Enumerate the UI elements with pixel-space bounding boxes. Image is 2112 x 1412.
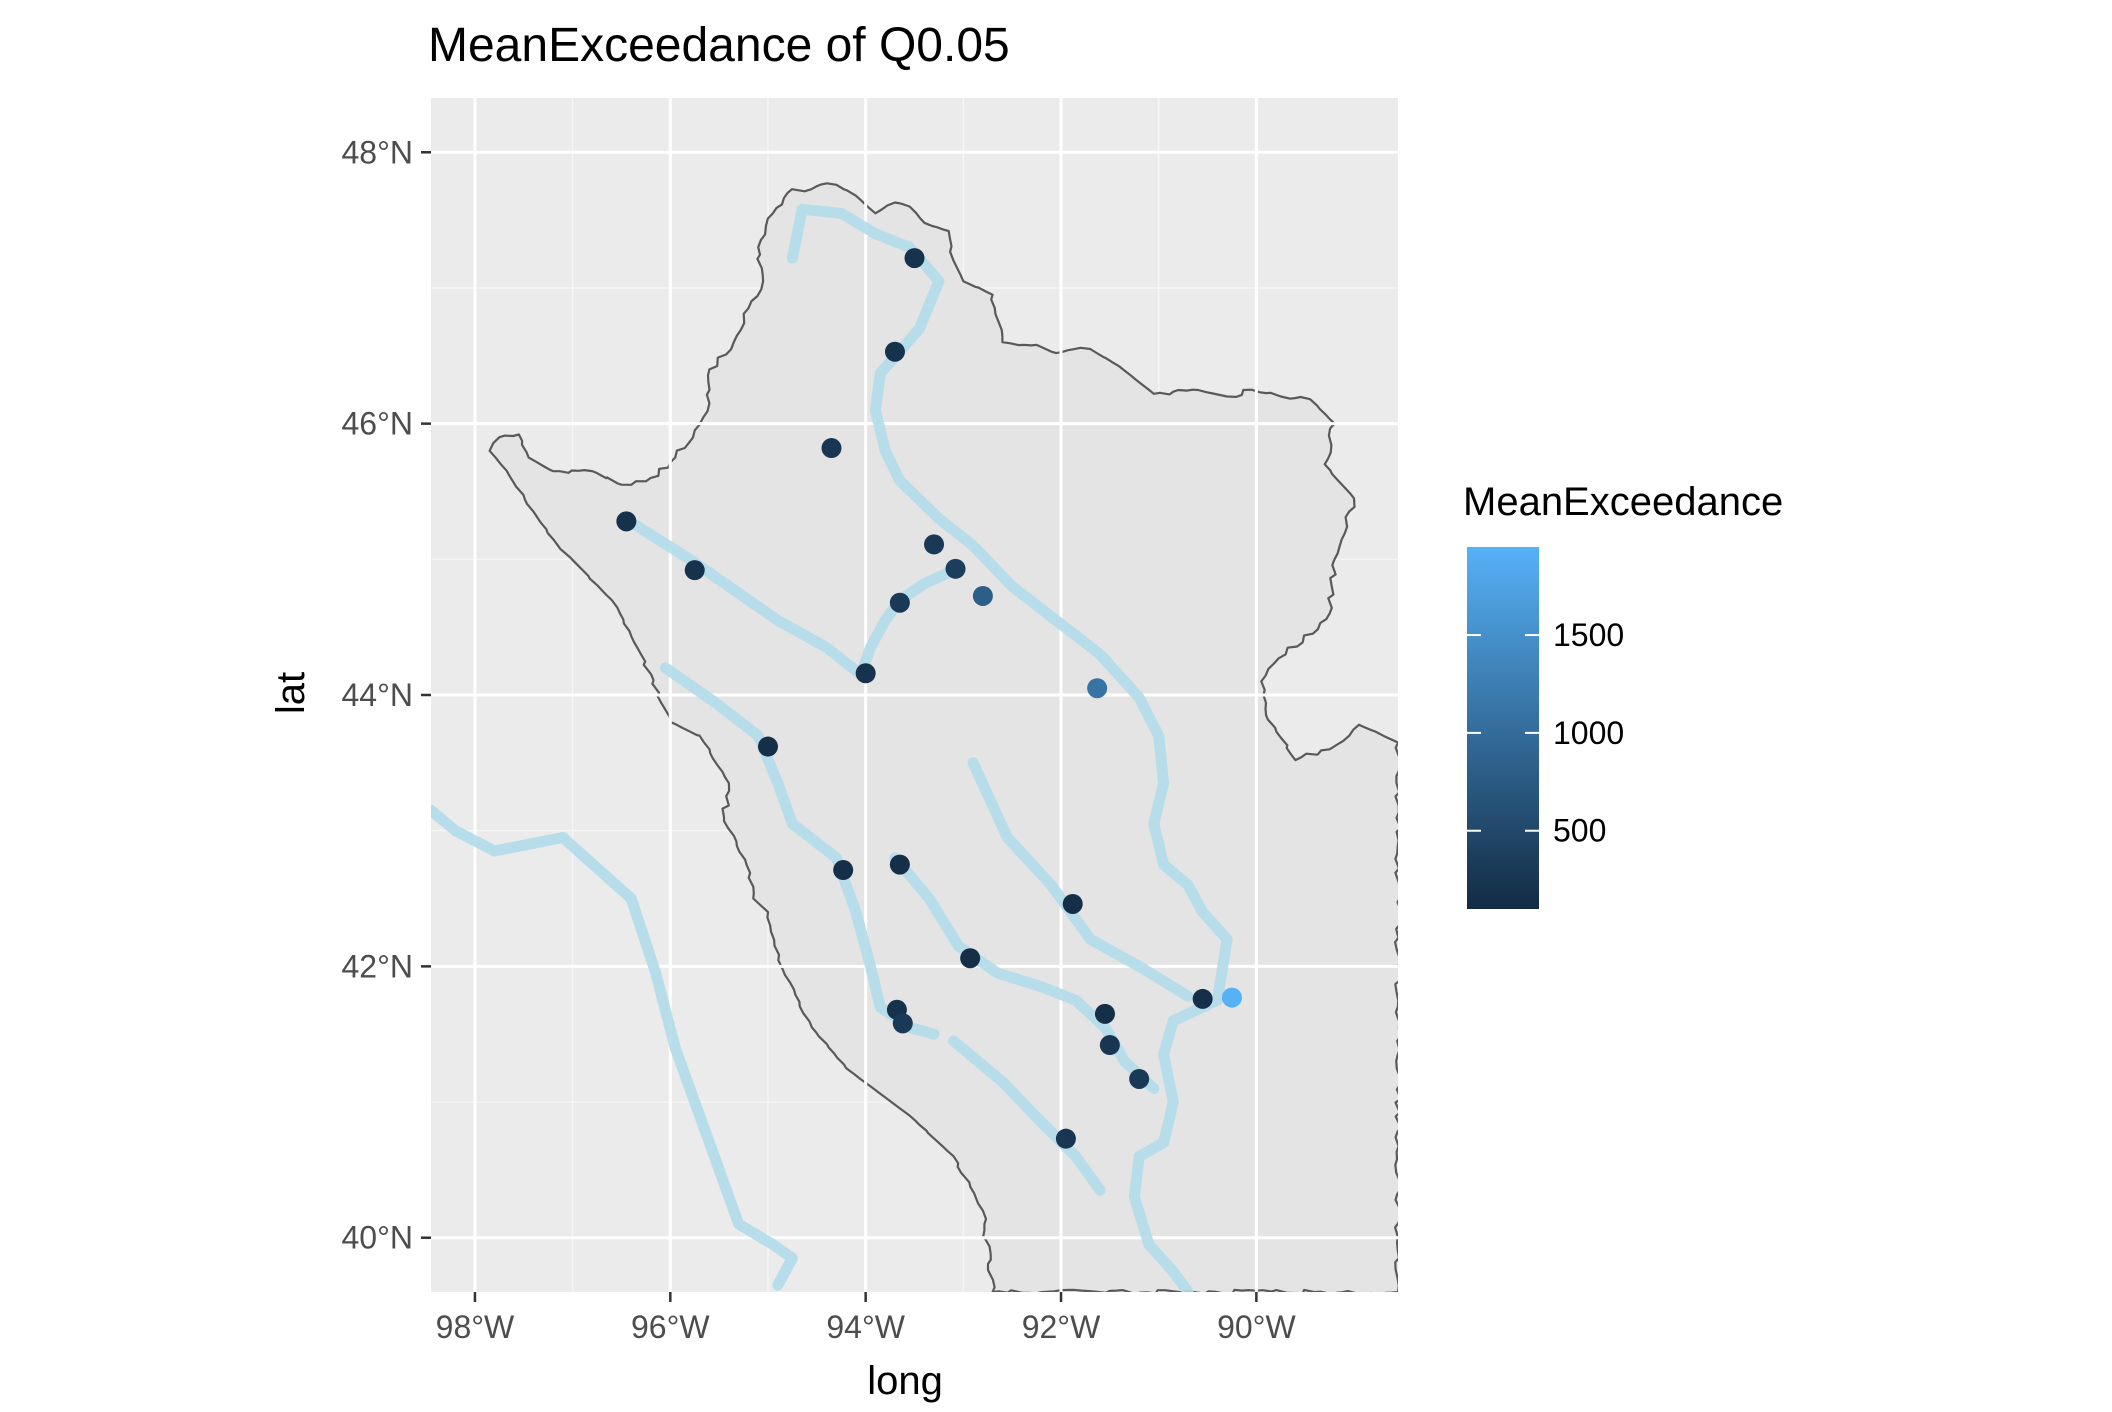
station-point	[889, 854, 910, 875]
river-line	[431, 804, 798, 1291]
river-line	[948, 1035, 1106, 1196]
station-point	[924, 534, 945, 555]
station-point	[833, 860, 854, 881]
y-tick-label: 48°N	[342, 134, 414, 170]
y-axis: 40°N 42°N 44°N 46°N 48°N	[342, 134, 431, 1256]
legend-title: MeanExceedance	[1463, 480, 1783, 524]
x-tick-label: 92°W	[1022, 1309, 1101, 1345]
x-tick-label: 96°W	[631, 1309, 710, 1345]
station-point	[684, 560, 705, 581]
station-point	[892, 1013, 913, 1034]
station-point	[616, 511, 637, 532]
station-point	[1221, 987, 1242, 1008]
station-point	[945, 558, 966, 579]
station-point	[1055, 1128, 1076, 1149]
station-point	[1087, 678, 1108, 699]
legend-tick-label: 1000	[1553, 715, 1624, 751]
legend-ticks: 500 1000 1500	[1467, 617, 1624, 849]
station-point	[821, 438, 842, 459]
legend-tick-label: 500	[1553, 813, 1606, 849]
y-tick-label: 46°N	[342, 406, 414, 442]
station-point	[855, 663, 876, 684]
color-legend: MeanExceedance 500 1000 1500	[1463, 480, 1783, 909]
legend-colorbar	[1467, 547, 1539, 909]
station-point	[960, 948, 981, 969]
x-axis: 98°W 96°W 94°W 92°W 90°W	[436, 1292, 1296, 1345]
station-point	[972, 585, 993, 606]
station-point	[889, 592, 910, 613]
station-point	[1062, 893, 1083, 914]
chart-title: MeanExceedance of Q0.05	[428, 19, 1010, 72]
y-axis-title: lat	[269, 672, 313, 714]
station-point	[1099, 1035, 1120, 1056]
station-point	[1129, 1068, 1150, 1089]
major-gridlines	[431, 98, 1398, 1292]
legend-tick-label: 1500	[1553, 617, 1624, 653]
y-tick-label: 40°N	[342, 1220, 414, 1256]
x-axis-title: long	[867, 1359, 943, 1403]
station-point	[1192, 988, 1213, 1009]
x-tick-label: 98°W	[436, 1309, 515, 1345]
station-point	[904, 248, 925, 269]
station-point	[884, 341, 905, 362]
x-tick-label: 90°W	[1217, 1309, 1296, 1345]
river-line	[786, 203, 1233, 1292]
station-point	[757, 736, 778, 757]
y-tick-label: 42°N	[342, 948, 414, 984]
x-tick-label: 94°W	[826, 1309, 905, 1345]
y-tick-label: 44°N	[342, 677, 414, 713]
station-points	[616, 248, 1242, 1149]
station-point	[1094, 1003, 1115, 1024]
